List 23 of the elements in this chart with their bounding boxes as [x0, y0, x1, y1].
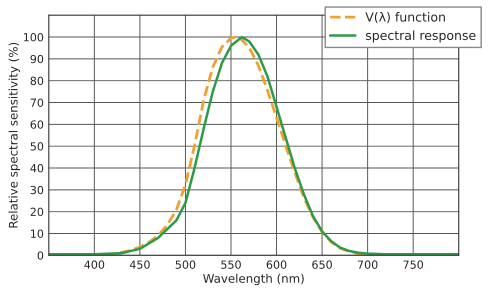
x-tick-label: 650	[312, 260, 332, 269]
y-tick-label: 20	[30, 208, 44, 216]
x-tick-label: 750	[403, 260, 424, 269]
y-tick-label: 0	[38, 251, 44, 260]
y-tick-label: 100	[24, 33, 44, 42]
x-tick-label: 450	[130, 260, 150, 269]
y-tick-label: 30	[30, 186, 44, 194]
y-tick-label: 40	[30, 164, 44, 172]
y-tick-label: 80	[30, 76, 44, 86]
x-tick-label: 700	[358, 260, 378, 269]
legend-label: V(λ) function	[365, 12, 445, 24]
y-axis-title: Relative spectral sensitivity (%)	[8, 42, 20, 228]
x-tick-label: 550	[221, 260, 241, 269]
legend-label: spectral response	[366, 30, 476, 42]
x-tick-label: 500	[176, 260, 196, 269]
y-tick-label: 70	[30, 98, 44, 107]
x-axis-title: Wavelength (nm)	[203, 274, 304, 286]
x-tick-label: 600	[266, 260, 286, 269]
y-tick-label: 50	[30, 142, 44, 151]
y-tick-label: 90	[30, 54, 44, 64]
y-tick-label: 60	[30, 120, 44, 129]
x-tick-label: 400	[84, 260, 104, 269]
y-tick-label: 10	[31, 230, 44, 238]
